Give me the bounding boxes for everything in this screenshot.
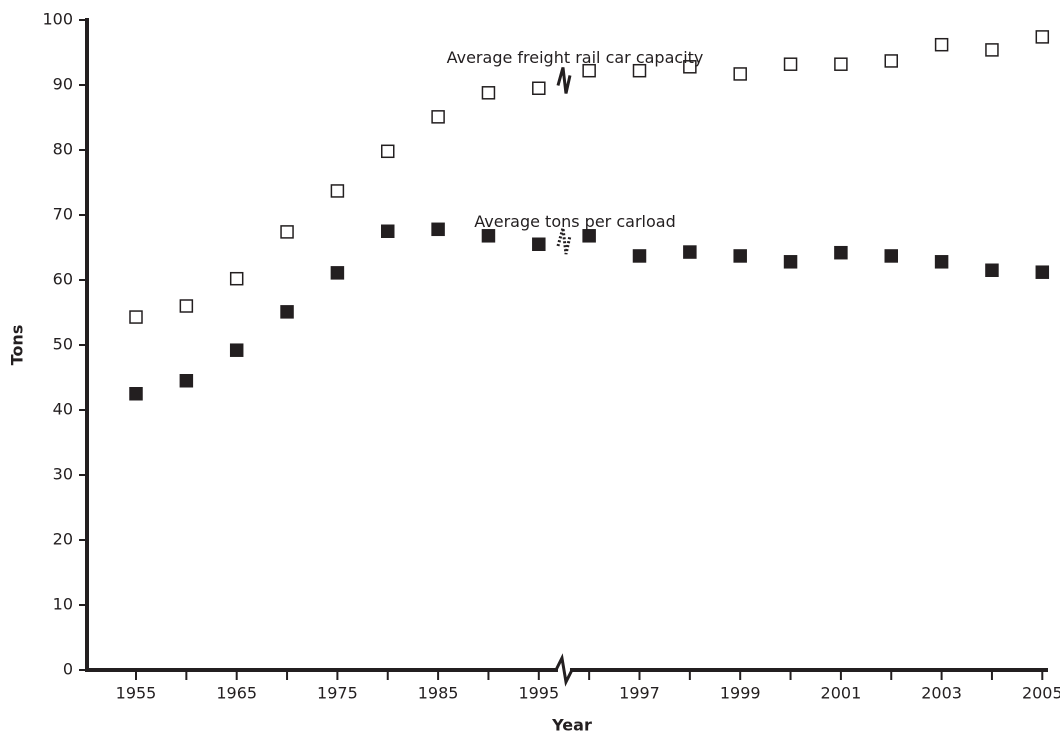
marker [129, 310, 143, 324]
y-tick-label: 0 [63, 660, 73, 679]
x-tick-label: 2003 [921, 684, 962, 703]
marker [632, 63, 647, 78]
x-axis-title: Year [551, 716, 592, 735]
y-tick-label: 30 [53, 465, 73, 484]
y-tick-label: 10 [53, 595, 73, 614]
marker [1035, 30, 1050, 44]
marker [582, 229, 596, 243]
y-tick-label: 80 [53, 140, 73, 159]
marker [330, 184, 345, 198]
marker [280, 305, 294, 319]
marker [834, 245, 848, 260]
marker [330, 266, 345, 280]
x-tick-label: 1965 [216, 684, 257, 703]
y-axis-title: Tons [8, 325, 27, 366]
marker [985, 263, 999, 277]
marker [985, 43, 999, 57]
marker [783, 255, 798, 269]
marker [381, 224, 395, 238]
series-label: Average freight rail car capacity [447, 48, 704, 67]
marker [884, 54, 898, 68]
marker [229, 343, 244, 357]
marker [481, 86, 496, 100]
marker [733, 67, 747, 81]
marker [1035, 265, 1050, 279]
x-tick-label: 2005 [1022, 684, 1060, 703]
marker [934, 255, 949, 269]
line-break [556, 227, 572, 255]
x-tick-label: 1995 [518, 684, 559, 703]
y-tick-label: 20 [53, 530, 73, 549]
marker [431, 110, 445, 124]
y-tick-label: 70 [53, 205, 73, 224]
series-label: Average tons per carload [474, 212, 675, 231]
marker [632, 249, 647, 263]
marker [481, 229, 496, 243]
x-tick-label: 1997 [619, 684, 660, 703]
marker [582, 63, 596, 78]
marker [229, 271, 244, 286]
y-tick-label: 50 [53, 335, 73, 354]
marker [179, 299, 194, 313]
y-tick-label: 40 [53, 400, 73, 419]
line-break [556, 67, 572, 94]
marker [381, 144, 395, 159]
x-tick-label: 1955 [116, 684, 157, 703]
marker [934, 37, 949, 52]
marker [834, 57, 848, 71]
marker [733, 249, 747, 263]
marker [431, 222, 445, 237]
marker [783, 57, 798, 71]
marker [280, 225, 294, 239]
marker [532, 237, 546, 251]
marker [683, 245, 697, 259]
y-tick-label: 90 [53, 75, 73, 94]
marker [129, 387, 143, 401]
x-tick-label: 1985 [418, 684, 459, 703]
marker [179, 374, 194, 388]
axis-break [554, 653, 574, 687]
marker [683, 60, 697, 74]
x-tick-label: 1999 [720, 684, 761, 703]
y-tick-label: 60 [53, 270, 73, 289]
x-tick-label: 1975 [317, 684, 358, 703]
marker [884, 249, 898, 263]
y-tick-label: 100 [42, 10, 73, 29]
x-tick-label: 2001 [821, 684, 862, 703]
marker [532, 81, 546, 95]
